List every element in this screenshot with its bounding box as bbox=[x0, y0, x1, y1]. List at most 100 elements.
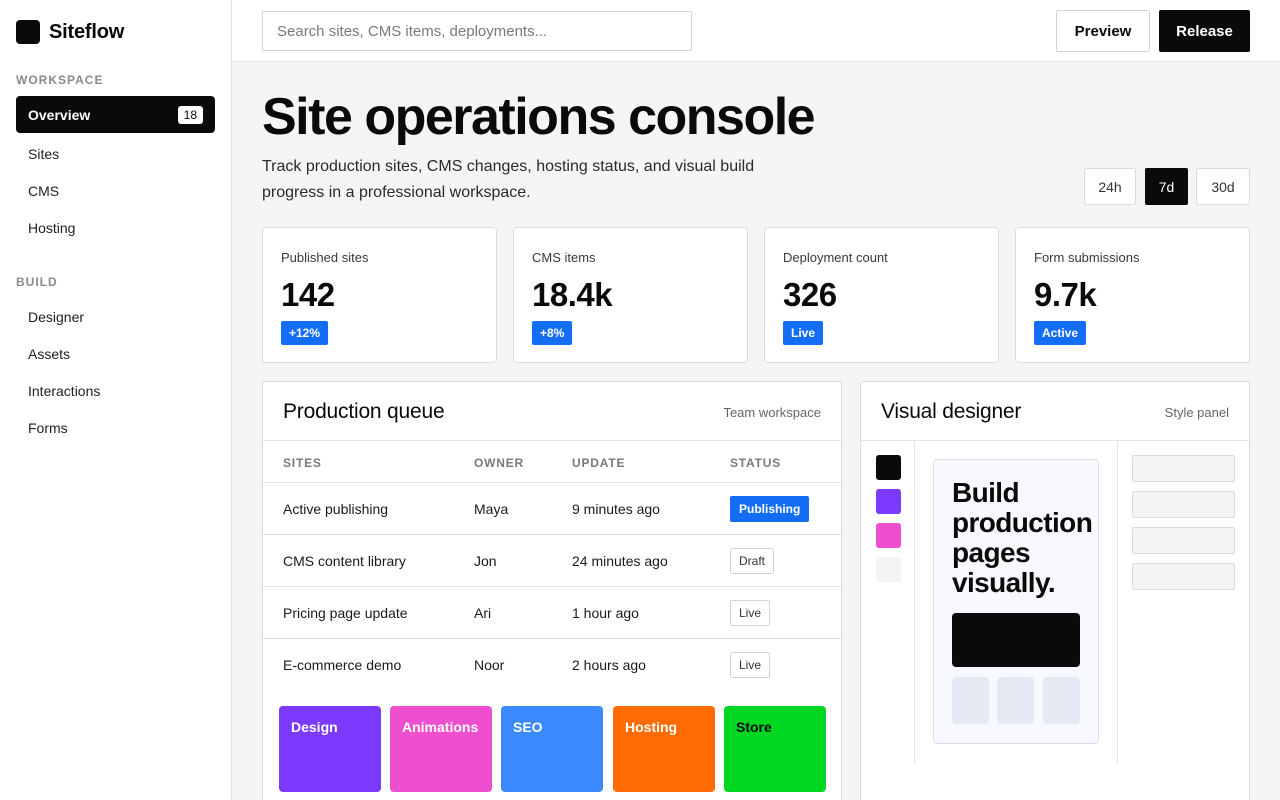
sidebar-item-label: CMS bbox=[28, 182, 60, 199]
update-time: 2 hours ago bbox=[572, 657, 646, 673]
sidebar-item-label: Hosting bbox=[28, 219, 76, 236]
tile-animations[interactable]: Animations bbox=[390, 706, 492, 792]
sidebar-item-forms[interactable]: Forms bbox=[16, 409, 215, 446]
tile-design[interactable]: Design bbox=[279, 706, 381, 792]
site-name: CMS content library bbox=[283, 553, 406, 569]
stat-value: 326 bbox=[783, 276, 837, 313]
status-badge: Live bbox=[783, 321, 824, 345]
panel-title: Visual designer bbox=[881, 400, 1022, 423]
owner-name: Ari bbox=[474, 605, 492, 621]
section-label-build: BUILD bbox=[16, 275, 58, 289]
column-header-sites[interactable]: SITES bbox=[283, 456, 322, 470]
divider bbox=[263, 440, 841, 441]
sidebar-item-designer[interactable]: Designer bbox=[16, 298, 215, 335]
stat-card-deployment-count: Deployment count 326 Live bbox=[764, 227, 999, 363]
tile-seo[interactable]: SEO bbox=[501, 706, 603, 792]
status-badge: Publishing bbox=[730, 496, 810, 522]
column-header-update[interactable]: UPDATE bbox=[572, 456, 626, 470]
stat-label: Form submissions bbox=[1034, 250, 1140, 265]
update-time: 1 hour ago bbox=[572, 605, 639, 621]
table-header: SITES OWNER UPDATE STATUS bbox=[263, 441, 841, 483]
site-name: E-commerce demo bbox=[283, 657, 402, 673]
color-swatch-purple[interactable] bbox=[876, 489, 901, 514]
visual-designer-panel: Visual designer Style panel Build produc… bbox=[860, 381, 1250, 800]
brand[interactable]: Siteflow bbox=[16, 20, 124, 44]
topbar: Preview Release bbox=[232, 0, 1280, 62]
release-button[interactable]: Release bbox=[1159, 10, 1250, 52]
canvas-block[interactable] bbox=[1043, 677, 1080, 724]
stat-value: 9.7k bbox=[1034, 276, 1097, 313]
table-row[interactable]: Pricing page update Ari 1 hour ago Live bbox=[263, 587, 841, 639]
canvas-preview[interactable]: Build production pages visually. bbox=[933, 459, 1099, 744]
style-field[interactable] bbox=[1132, 455, 1235, 482]
status-badge: Draft bbox=[730, 548, 775, 574]
range-7d-button[interactable]: 7d bbox=[1145, 168, 1188, 205]
canvas-cta-block[interactable] bbox=[952, 613, 1080, 667]
tile-hosting[interactable]: Hosting bbox=[613, 706, 715, 792]
style-field[interactable] bbox=[1132, 563, 1235, 590]
tile-store[interactable]: Store bbox=[724, 706, 826, 792]
canvas-heading: Build production pages visually. bbox=[952, 477, 1093, 598]
stat-card-form-submissions: Form submissions 9.7k Active bbox=[1015, 227, 1250, 363]
color-swatch-black[interactable] bbox=[876, 455, 901, 480]
sidebar-item-label: Sites bbox=[28, 145, 60, 162]
trend-badge: +8% bbox=[532, 321, 573, 345]
sidebar-item-hosting[interactable]: Hosting bbox=[16, 209, 215, 246]
color-swatch-light[interactable] bbox=[876, 557, 901, 582]
canvas-block[interactable] bbox=[952, 677, 989, 724]
sidebar-item-interactions[interactable]: Interactions bbox=[16, 372, 215, 409]
panel-title: Production queue bbox=[283, 400, 445, 423]
status-badge: Live bbox=[730, 600, 771, 626]
section-label-workspace: WORKSPACE bbox=[16, 73, 104, 87]
sidebar-item-label: Designer bbox=[28, 308, 85, 325]
sidebar-item-assets[interactable]: Assets bbox=[16, 335, 215, 372]
update-time: 9 minutes ago bbox=[572, 501, 660, 517]
owner-name: Noor bbox=[474, 657, 505, 673]
sidebar-item-label: Forms bbox=[28, 419, 68, 436]
range-30d-button[interactable]: 30d bbox=[1196, 168, 1250, 205]
owner-name: Jon bbox=[474, 553, 497, 569]
count-badge: 18 bbox=[177, 105, 203, 124]
sidebar-item-label: Assets bbox=[28, 345, 71, 362]
search-input[interactable] bbox=[262, 11, 692, 51]
status-badge: Live bbox=[730, 652, 771, 678]
range-24h-button[interactable]: 24h bbox=[1084, 168, 1136, 205]
style-field[interactable] bbox=[1132, 527, 1235, 554]
divider bbox=[861, 440, 1249, 441]
column-header-owner[interactable]: OWNER bbox=[474, 456, 524, 470]
brand-name: Siteflow bbox=[49, 20, 125, 43]
stat-label: Published sites bbox=[281, 250, 369, 265]
canvas-block[interactable] bbox=[997, 677, 1034, 724]
square-logo-icon bbox=[16, 20, 40, 44]
update-time: 24 minutes ago bbox=[572, 553, 668, 569]
table-row[interactable]: Active publishing Maya 9 minutes ago Pub… bbox=[263, 483, 841, 535]
stat-value: 18.4k bbox=[532, 276, 613, 313]
sidebar-item-sites[interactable]: Sites bbox=[16, 135, 215, 172]
stat-card-published-sites: Published sites 142 +12% bbox=[262, 227, 497, 363]
panel-meta: Style panel bbox=[1164, 405, 1229, 420]
sidebar-item-overview[interactable]: Overview 18 bbox=[16, 96, 215, 133]
sidebar-item-label: Interactions bbox=[28, 382, 101, 399]
color-swatch-pink[interactable] bbox=[876, 523, 901, 548]
page-subtitle: Track production sites, CMS changes, hos… bbox=[262, 158, 755, 201]
sidebar-item-cms[interactable]: CMS bbox=[16, 172, 215, 209]
status-badge: Active bbox=[1034, 321, 1087, 345]
panel-meta: Team workspace bbox=[723, 405, 821, 420]
site-name: Pricing page update bbox=[283, 605, 408, 621]
divider bbox=[1117, 441, 1118, 763]
production-queue-panel: Production queue Team workspace SITES OW… bbox=[262, 381, 842, 800]
trend-badge: +12% bbox=[281, 321, 329, 345]
page-title: Site operations console bbox=[262, 88, 816, 146]
stat-card-cms-items: CMS items 18.4k +8% bbox=[513, 227, 748, 363]
table-row[interactable]: E-commerce demo Noor 2 hours ago Live bbox=[263, 639, 841, 691]
preview-button[interactable]: Preview bbox=[1056, 10, 1150, 52]
style-field[interactable] bbox=[1132, 491, 1235, 518]
column-header-status[interactable]: STATUS bbox=[730, 456, 782, 470]
sidebar-item-label: Overview bbox=[28, 106, 91, 123]
divider bbox=[914, 441, 915, 763]
owner-name: Maya bbox=[474, 501, 509, 517]
site-name: Active publishing bbox=[283, 501, 389, 517]
stat-label: CMS items bbox=[532, 250, 596, 265]
table-row[interactable]: CMS content library Jon 24 minutes ago D… bbox=[263, 535, 841, 587]
stat-label: Deployment count bbox=[783, 250, 888, 265]
